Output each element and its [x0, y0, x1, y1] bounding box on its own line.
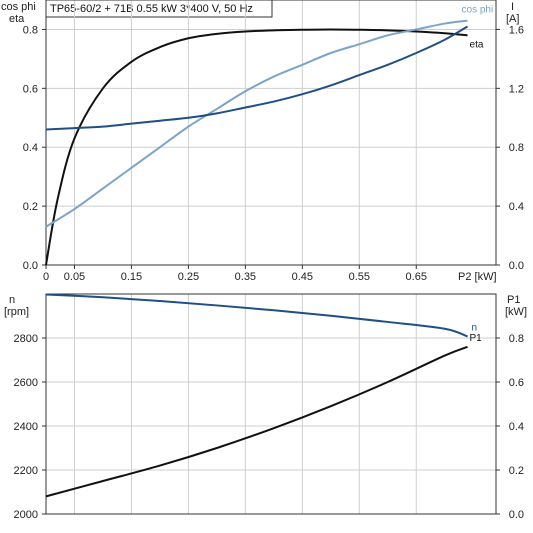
bottom-right-axis-title-line2: [kW]	[505, 306, 527, 318]
right-tick-label: 0.8	[509, 142, 524, 154]
bottom-chart-frame	[45, 293, 497, 515]
series-line-i	[45, 25, 469, 131]
bottom-right-axis-title-line1: P1	[507, 294, 520, 306]
chart-title: TP65-60/2 + 71B 0.55 kW 3*400 V, 50 Hz	[50, 3, 253, 15]
right-tick-label: 0.4	[509, 421, 524, 433]
chart-title-box: TP65-60/2 + 71B 0.55 kW 3*400 V, 50 Hz	[45, 0, 273, 18]
x-tick-label: 0.65	[406, 271, 427, 283]
left-tick-label: 0.4	[23, 142, 38, 154]
series-label-n: n	[472, 322, 478, 333]
top-chart-curves: eta cos phi	[45, 5, 494, 266]
bottom-chart-grid	[46, 294, 496, 515]
x-tick-label: 0.25	[178, 271, 199, 283]
bottom-left-axis-title-line1: n	[9, 294, 15, 306]
left-tick-label: 2400	[14, 421, 38, 433]
top-chart-grid	[46, 0, 496, 266]
right-tick-label: 1.6	[509, 24, 524, 36]
top-right-axis-title-line1: I	[511, 1, 514, 13]
right-tick-label: 0.0	[509, 260, 524, 272]
bottom-left-axis-title-line2: [rpm]	[4, 306, 29, 318]
left-tick-label: 2200	[14, 465, 38, 477]
right-tick-label: 0.8	[509, 333, 524, 345]
x-tick-label: 0.05	[64, 271, 85, 283]
bottom-chart-ticks: 2000 2200 2400 2600 2800 0.0 0.2 0.4 0.6 0.8	[14, 333, 524, 521]
series-label-cos-phi: cos phi	[462, 5, 494, 16]
series-label-eta: eta	[470, 39, 484, 50]
top-chart-frame	[45, 0, 497, 266]
top-right-axis-title-line2: [A]	[506, 13, 519, 25]
x-tick-label: 0.35	[235, 271, 256, 283]
series-label-p1: P1	[470, 333, 483, 344]
left-tick-label: 0.8	[23, 24, 38, 36]
left-tick-label: 0.6	[23, 83, 38, 95]
plot-frame	[45, 0, 497, 266]
x-tick-label: 0.45	[292, 271, 313, 283]
bottom-chart-labels: n [rpm] P1 [kW]	[4, 294, 527, 318]
left-tick-label: 2800	[14, 333, 38, 345]
right-tick-label: 1.2	[509, 83, 524, 95]
right-tick-label: 0.4	[509, 201, 524, 213]
x-tick-label: 0.15	[121, 271, 142, 283]
right-tick-label: 0.6	[509, 377, 524, 389]
left-tick-label: 0.0	[23, 260, 38, 272]
x-tick-label: 0	[43, 271, 49, 283]
series-line-n	[45, 293, 468, 338]
series-line-p1	[45, 345, 468, 498]
series-line-cos-phi	[45, 19, 468, 228]
series-line-eta	[45, 28, 468, 266]
top-chart-ticks: 0.0 0.2 0.4 0.6 0.8 0.0 0.4 0.8 1.2 1.6 0 0.05 0.15 0…	[23, 24, 524, 283]
top-left-axis-title-line2: eta	[9, 13, 25, 25]
top-chart-labels: cos phi eta I [A] P2 [kW]	[1, 1, 519, 283]
right-tick-label: 0.2	[509, 465, 524, 477]
left-tick-label: 2000	[14, 509, 38, 521]
bottom-chart-curves: nP1	[45, 293, 483, 498]
right-tick-label: 0.0	[509, 509, 524, 521]
plot-frame	[45, 293, 497, 515]
left-tick-label: 2600	[14, 377, 38, 389]
left-tick-label: 0.2	[23, 201, 38, 213]
top-x-axis-title: P2 [kW]	[458, 271, 497, 283]
x-tick-label: 0.55	[349, 271, 370, 283]
top-left-axis-title-line1: cos phi	[1, 1, 36, 13]
